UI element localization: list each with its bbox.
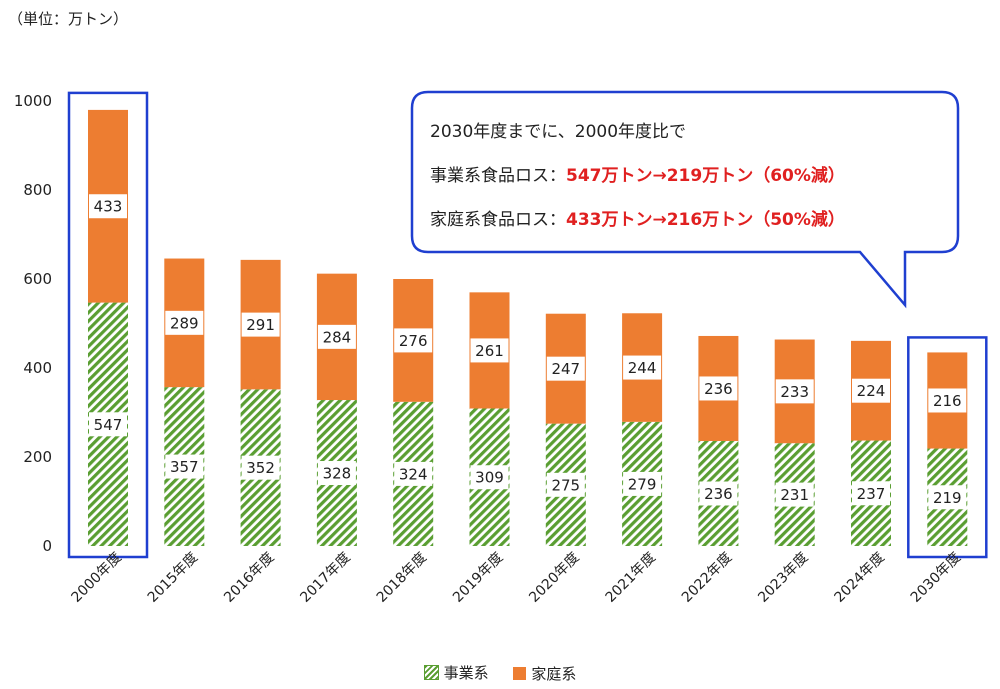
data-label-household-box	[165, 310, 204, 335]
data-label-business: 237	[857, 485, 886, 503]
data-label-business: 275	[551, 476, 580, 494]
data-label-household: 261	[475, 342, 504, 360]
callout-text: 2030年度までに、2000年度比で 事業系食品ロス：547万トン→219万トン…	[430, 110, 845, 242]
legend-label-business: 事業系	[443, 664, 489, 682]
legend-item-household: 家庭系	[513, 663, 576, 684]
data-label-household: 236	[704, 380, 733, 398]
callout-business-label: 事業系食品ロス：	[430, 166, 566, 186]
callout-business-value: 547万トン→219万トン（60%減）	[566, 166, 845, 186]
data-label-business-box	[928, 485, 967, 510]
highlight-box	[907, 336, 988, 559]
data-label-household-box	[928, 388, 967, 413]
data-label-business-box	[317, 461, 356, 486]
data-label-household-box	[623, 355, 662, 380]
x-tick-label: 2021年度	[603, 550, 659, 606]
highlight-box	[67, 91, 149, 559]
data-label-household-box	[546, 356, 585, 381]
data-label-business-box	[241, 455, 280, 480]
x-tick-label: 2022年度	[679, 550, 735, 606]
bars: 547 433 357 289 352 291 328 284 324 276 309 261 275 2…	[67, 91, 988, 559]
data-label-business-box	[623, 471, 662, 496]
data-label-business: 231	[780, 486, 809, 504]
data-label-household: 244	[628, 359, 657, 377]
callout-bubble	[410, 90, 960, 309]
data-label-household: 216	[933, 392, 962, 410]
data-label-business-box	[852, 481, 890, 506]
legend: 事業系 家庭系	[0, 662, 1000, 684]
legend-item-business: 事業系	[423, 662, 489, 683]
data-label-household-box	[699, 376, 738, 401]
x-tick-label: 2015年度	[145, 550, 201, 606]
callout-line-2: 事業系食品ロス：547万トン→219万トン（60%減）	[430, 154, 845, 198]
legend-swatch-household	[513, 667, 527, 680]
y-tick-label: 800	[23, 181, 52, 199]
data-label-household-box	[89, 194, 127, 219]
y-tick-label: 0	[42, 537, 52, 555]
data-label-household-box	[317, 324, 356, 349]
x-tick-label: 2024年度	[832, 550, 888, 606]
data-label-household: 224	[857, 382, 886, 400]
data-label-household-box	[241, 312, 280, 337]
data-label-business-box	[775, 482, 814, 507]
data-label-business: 357	[170, 458, 199, 476]
legend-swatch-business	[423, 665, 439, 680]
data-label-household: 291	[246, 316, 275, 334]
data-label-business-box	[546, 472, 585, 497]
data-label-household-box	[394, 328, 433, 353]
y-tick-label: 400	[23, 359, 52, 377]
callout-household-label: 家庭系食品ロス：	[430, 210, 566, 230]
y-tick-label: 600	[23, 270, 52, 288]
x-tick-label: 2023年度	[755, 550, 811, 606]
data-label-business: 236	[704, 485, 733, 503]
x-axis: 2000年度 2015年度 2016年度 2017年度 2018年度 2019年度 2020…	[69, 550, 965, 606]
data-label-business: 328	[323, 465, 352, 483]
x-tick-label: 2020年度	[526, 550, 582, 606]
x-tick-label: 2017年度	[297, 550, 353, 606]
data-label-business: 547	[94, 416, 123, 434]
data-label-business: 324	[399, 465, 428, 483]
data-label-business-box	[165, 454, 204, 479]
x-tick-label: 2018年度	[374, 550, 430, 606]
unit-label: （単位：万トン）	[8, 10, 129, 28]
data-label-business: 219	[933, 489, 962, 507]
data-label-business: 352	[246, 459, 275, 477]
data-label-business-box	[699, 481, 738, 506]
callout-household-value: 433万トン→216万トン（50%減）	[566, 210, 845, 230]
y-axis: 0 200 400 600 800 1000	[14, 92, 52, 555]
data-label-business-box	[470, 465, 509, 490]
x-tick-label: 2019年度	[450, 550, 506, 606]
callout-line-1: 2030年度までに、2000年度比で	[430, 122, 687, 142]
legend-label-household: 家庭系	[531, 665, 577, 683]
data-label-household: 433	[94, 198, 123, 216]
x-tick-label: 2016年度	[221, 550, 277, 606]
data-label-business: 279	[628, 475, 657, 493]
callout-line-3: 家庭系食品ロス：433万トン→216万トン（50%減）	[430, 198, 845, 242]
data-label-household-box	[775, 379, 814, 404]
data-label-business-box	[89, 412, 127, 437]
data-label-business: 309	[475, 469, 504, 487]
data-label-business-box	[394, 461, 433, 486]
data-label-household: 289	[170, 314, 199, 332]
data-label-household-box	[852, 378, 890, 403]
y-tick-label: 1000	[14, 92, 52, 110]
data-label-household: 284	[323, 328, 352, 346]
data-label-household-box	[470, 338, 509, 363]
data-label-household: 247	[551, 360, 580, 378]
data-label-household: 233	[780, 383, 809, 401]
y-tick-label: 200	[23, 448, 52, 466]
data-label-household: 276	[399, 332, 428, 350]
